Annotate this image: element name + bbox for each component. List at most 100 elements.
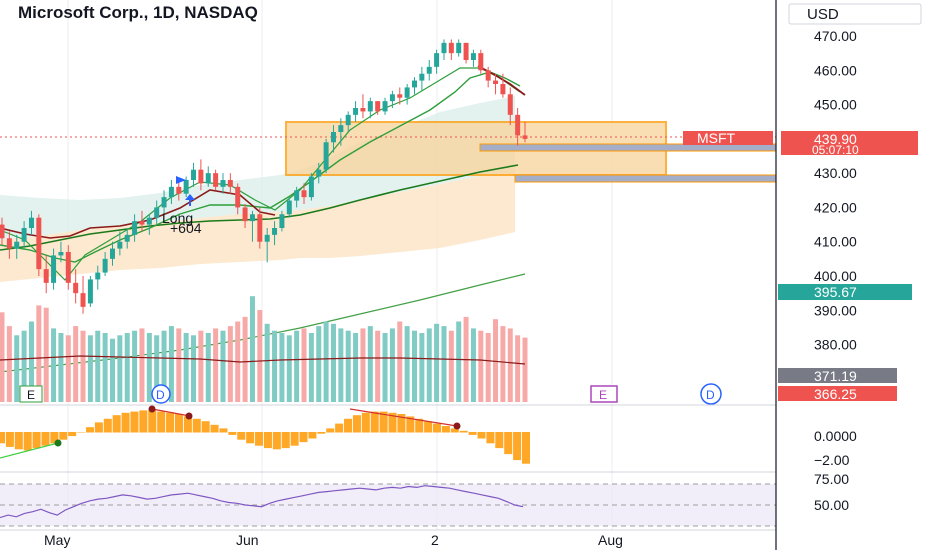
candle-body: [493, 80, 499, 84]
candle-body: [404, 87, 410, 98]
macd-bar: [5, 432, 14, 447]
volume-bar: [441, 326, 447, 402]
macd-histogram: [0, 410, 530, 464]
candle-body: [338, 125, 344, 132]
macd-bar: [77, 432, 86, 433]
volume-bar: [146, 333, 152, 402]
macd-bar: [459, 430, 468, 433]
candle-body: [419, 73, 425, 81]
macd-bar: [379, 411, 388, 433]
volume-bar: [213, 328, 219, 402]
chart-title[interactable]: Microsoft Corp., 1D, NASDAQ: [18, 3, 258, 22]
countdown-label: 05:07:10: [812, 143, 859, 157]
candle-body: [213, 173, 219, 187]
price-axis[interactable]: [776, 0, 932, 550]
macd-pivot-dot: [185, 412, 193, 420]
candle-body: [102, 258, 108, 273]
macd-pivot-dot: [148, 405, 156, 413]
volume-bar: [198, 330, 204, 402]
candle-body: [65, 252, 71, 283]
candle-body: [308, 176, 314, 198]
trade-side-label: Long: [162, 210, 193, 226]
candle-body: [168, 186, 174, 198]
event-marker-dividend-2[interactable]: D: [700, 383, 722, 405]
candle-body: [382, 101, 388, 112]
volume-bar: [21, 330, 27, 402]
macd-bar: [103, 418, 112, 433]
macd-bar: [112, 415, 121, 433]
currency-button[interactable]: [788, 3, 922, 25]
candle-body: [220, 180, 226, 187]
macd-bar: [317, 432, 326, 434]
volume-bar: [139, 328, 145, 402]
candle-body: [389, 94, 395, 102]
candle-body: [249, 214, 255, 222]
macd-bar: [397, 414, 406, 433]
volume-bar: [191, 335, 197, 402]
macd-bar: [41, 432, 50, 446]
candle-body: [353, 108, 359, 115]
price-axis-tick: 410.00: [814, 234, 857, 250]
candle-body: [500, 84, 506, 95]
candle-body: [515, 114, 521, 136]
macd-bar: [148, 410, 157, 433]
macd-bar: [272, 432, 281, 450]
candle-body: [257, 214, 263, 242]
volume-bar: [294, 330, 300, 402]
macd-bar: [246, 432, 255, 444]
candle-body: [161, 197, 167, 208]
ema-slow-line: [0, 164, 519, 251]
volume-bar: [264, 323, 270, 402]
event-marker-earnings-1[interactable]: E: [19, 385, 43, 403]
volume-bar: [434, 323, 440, 402]
volume-bar: [87, 335, 93, 402]
price-axis-tick: 470.00: [814, 28, 857, 44]
macd-bar: [157, 411, 166, 433]
macd-bar: [335, 423, 344, 433]
candle-body: [286, 200, 292, 215]
event-marker-earnings-2[interactable]: E: [590, 385, 618, 403]
macd-bar: [308, 432, 317, 439]
macd-bar: [415, 418, 424, 433]
volume-bar: [80, 330, 86, 402]
buy-arrow-icon: [185, 194, 195, 206]
volume-bar: [227, 326, 233, 402]
candle-body: [360, 108, 366, 112]
candle-body: [375, 101, 381, 112]
candle-body: [463, 42, 469, 60]
candle-body: [316, 169, 322, 177]
macd-bar: [263, 432, 272, 449]
macd-bar: [513, 432, 522, 461]
rsi-axis-tick: 75.00: [814, 471, 849, 487]
candle-body: [58, 252, 64, 256]
candle-body: [456, 42, 462, 54]
macd-bar: [174, 414, 183, 433]
candle-body: [28, 217, 34, 228]
time-axis-tick: May: [44, 532, 70, 548]
price-axis-tick: 430.00: [814, 165, 857, 181]
volume-bar: [338, 328, 344, 402]
event-marker-dividend-1[interactable]: D: [151, 384, 171, 404]
macd-bar: [290, 432, 299, 446]
volume-bar: [272, 330, 278, 402]
volume-bar: [176, 328, 182, 402]
candle-body: [441, 42, 447, 54]
candle-body: [109, 248, 115, 259]
volume-bar: [0, 312, 5, 402]
candle-body: [397, 94, 403, 98]
event-marker-label: E: [27, 388, 35, 402]
macd-bar: [352, 415, 361, 433]
candle-body: [227, 180, 233, 187]
macd-pivot-dot: [54, 439, 62, 447]
event-marker-label: D: [156, 388, 165, 402]
volume-bar: [220, 330, 226, 402]
volume-bar: [448, 330, 454, 402]
macd-bull-divergence-line: [0, 442, 59, 459]
macd-bar: [210, 424, 219, 433]
macd-bar: [299, 432, 308, 443]
candle-body: [522, 135, 528, 139]
volume-bar: [28, 321, 34, 402]
macd-divergence-line: [151, 408, 191, 417]
